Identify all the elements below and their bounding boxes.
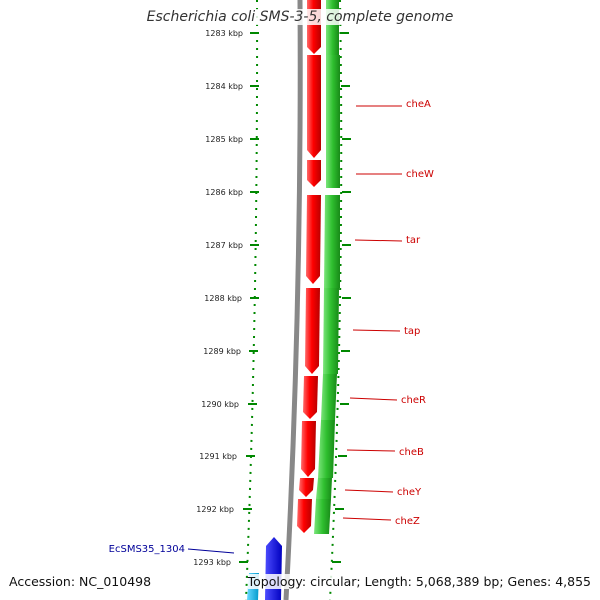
page-title: Escherichia coli SMS-3-5, complete genom…: [0, 9, 600, 25]
ruler-label: 1292 kbp: [196, 505, 234, 514]
gene-arrow: [306, 195, 321, 284]
gene-arrow: [301, 421, 316, 477]
gene-label-chez: cheZ: [395, 516, 420, 527]
ruler-label: 1287 kbp: [205, 241, 243, 250]
feature-track: [314, 0, 340, 534]
green-segment: [318, 420, 335, 478]
title-text: Escherichia coli SMS-3-5, complete genom…: [144, 9, 456, 25]
ruler-label: 1293 kbp: [193, 558, 231, 567]
gene-arrow: [305, 288, 320, 374]
gene-labels: cheA cheW tar tap cheR cheB cheY cheZ Ec…: [109, 99, 434, 555]
gene-leader: [344, 489, 394, 493]
green-segment: [323, 288, 339, 374]
gene-arrow: [307, 55, 321, 158]
gene-leader: [349, 397, 398, 401]
backbone-line: [283, 0, 303, 600]
accession-label: Accession: NC_010498: [9, 574, 152, 589]
ruler-label: 1289 kbp: [203, 347, 241, 356]
gene-label-chew: cheW: [406, 169, 434, 180]
gene-leader: [346, 449, 396, 452]
genome-summary: Topology: circular; Length: 5,068,389 bp…: [247, 574, 591, 589]
gene-arrow: [307, 160, 321, 187]
gene-label-tap: tap: [404, 326, 420, 337]
gene-leader: [352, 329, 401, 332]
green-segment: [321, 374, 337, 420]
accession-text: Accession: NC_010498: [9, 574, 152, 589]
gene-label-chea: cheA: [406, 99, 431, 110]
ruler-label: 1283 kbp: [205, 29, 243, 38]
green-segment: [316, 478, 332, 499]
gene-label-tar: tar: [406, 235, 421, 246]
green-segment: [324, 195, 340, 288]
ruler-label: 1291 kbp: [199, 452, 237, 461]
green-segment: [326, 55, 340, 160]
gene-label-cher: cheR: [401, 395, 426, 406]
ruler-label: 1290 kbp: [201, 400, 239, 409]
green-segment: [314, 499, 331, 534]
gene-arrow: [303, 376, 318, 419]
ruler-label: 1284 kbp: [205, 82, 243, 91]
ruler-label: 1285 kbp: [205, 135, 243, 144]
gene-leader-blue: [187, 548, 235, 554]
green-segment: [326, 160, 340, 188]
ruler-label: 1286 kbp: [205, 188, 243, 197]
gene-label-cheb: cheB: [399, 447, 424, 458]
gene-arrow: [297, 499, 312, 533]
gene-label-ecsms35-1304: EcSMS35_1304: [109, 544, 185, 555]
gene-arrows: [297, 0, 321, 533]
gene-label-chey: cheY: [397, 487, 422, 498]
gene-arrow: [299, 478, 314, 497]
gene-leader: [342, 517, 392, 521]
summary-text: Topology: circular; Length: 5,068,389 bp…: [247, 574, 591, 589]
gene-leader: [354, 239, 403, 242]
ruler: 1283 kbp 1284 kbp 1285 kbp 1286 kbp 1287…: [193, 29, 351, 567]
ruler-label: 1288 kbp: [204, 294, 242, 303]
blue-gene-arrow: [265, 537, 282, 600]
